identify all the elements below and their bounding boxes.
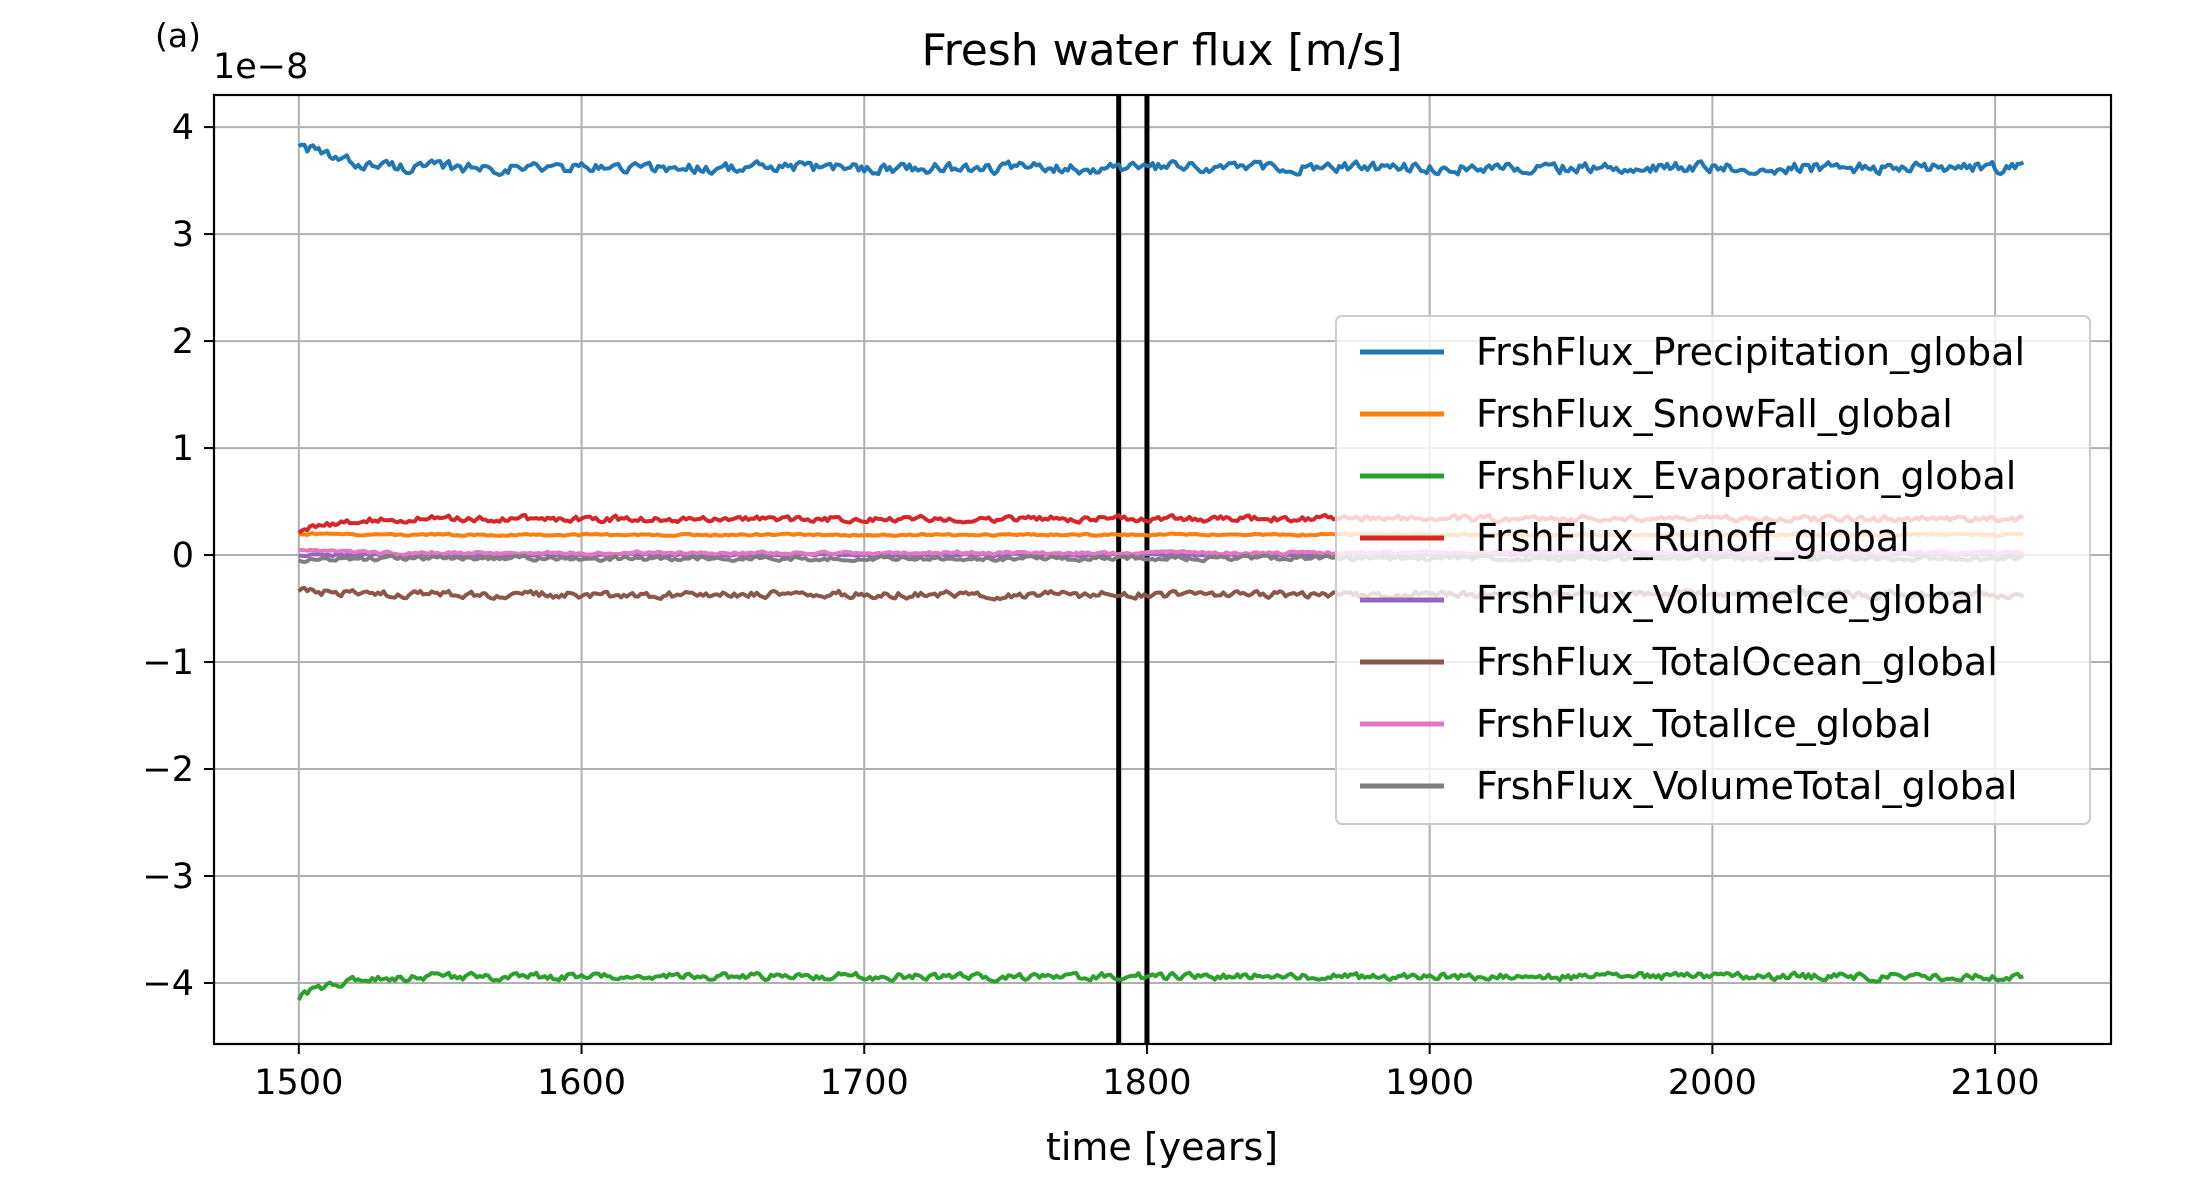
y-tick-label: −3 [142,857,194,897]
chart-title: Fresh water flux [m/s] [921,25,1402,76]
legend-box [1335,315,2091,825]
legend-label: FrshFlux_VolumeTotal_global [1476,764,2018,808]
y-tick-label: −2 [142,750,194,790]
legend-label: FrshFlux_Runoff_global [1476,516,1910,560]
x-axis-label: time [years] [1046,1125,1278,1169]
legend-label: FrshFlux_Evaporation_global [1476,454,2016,498]
x-tick-label: 1900 [1385,1063,1474,1103]
series-line-FrshFlux_Precipitation_global [297,142,2025,178]
y-tick-label: 4 [172,108,194,148]
x-tick-label: 2000 [1668,1063,1757,1103]
x-tick-label: 1800 [1102,1063,1191,1103]
y-tick-label: 2 [172,322,194,362]
legend-label: FrshFlux_VolumeIce_global [1476,578,1984,622]
panel-label: (a) [155,16,201,55]
y-tick-label: 0 [172,536,194,576]
legend-label: FrshFlux_Precipitation_global [1476,330,2025,374]
legend-label: FrshFlux_TotalIce_global [1476,702,1932,746]
x-axis-ticks: 1500 1600 1700 1800 1900 2000 2100 [254,1044,2040,1103]
vertical-markers [1116,95,1150,1044]
legend: FrshFlux_Precipitation_global FrshFlux_Sn… [1335,315,2091,825]
y-tick-label: 1 [172,429,194,469]
y-tick-label: −4 [142,964,194,1004]
x-tick-label: 2100 [1951,1063,2040,1103]
x-tick-label: 1600 [537,1063,626,1103]
x-tick-label: 1500 [254,1063,343,1103]
series-line-FrshFlux_Evaporation_global [297,970,2024,1001]
y-axis-ticks: 4 3 2 1 0 −1 −2 −3 −4 [142,108,214,1004]
plot-frame [212,93,2113,1046]
legend-label: FrshFlux_TotalOcean_global [1476,640,1998,684]
y-offset-text: 1e−8 [213,47,308,87]
y-tick-label: 3 [172,215,194,255]
legend-label: FrshFlux_SnowFall_global [1476,392,1953,436]
y-tick-label: −1 [142,643,194,683]
x-tick-label: 1700 [820,1063,909,1103]
